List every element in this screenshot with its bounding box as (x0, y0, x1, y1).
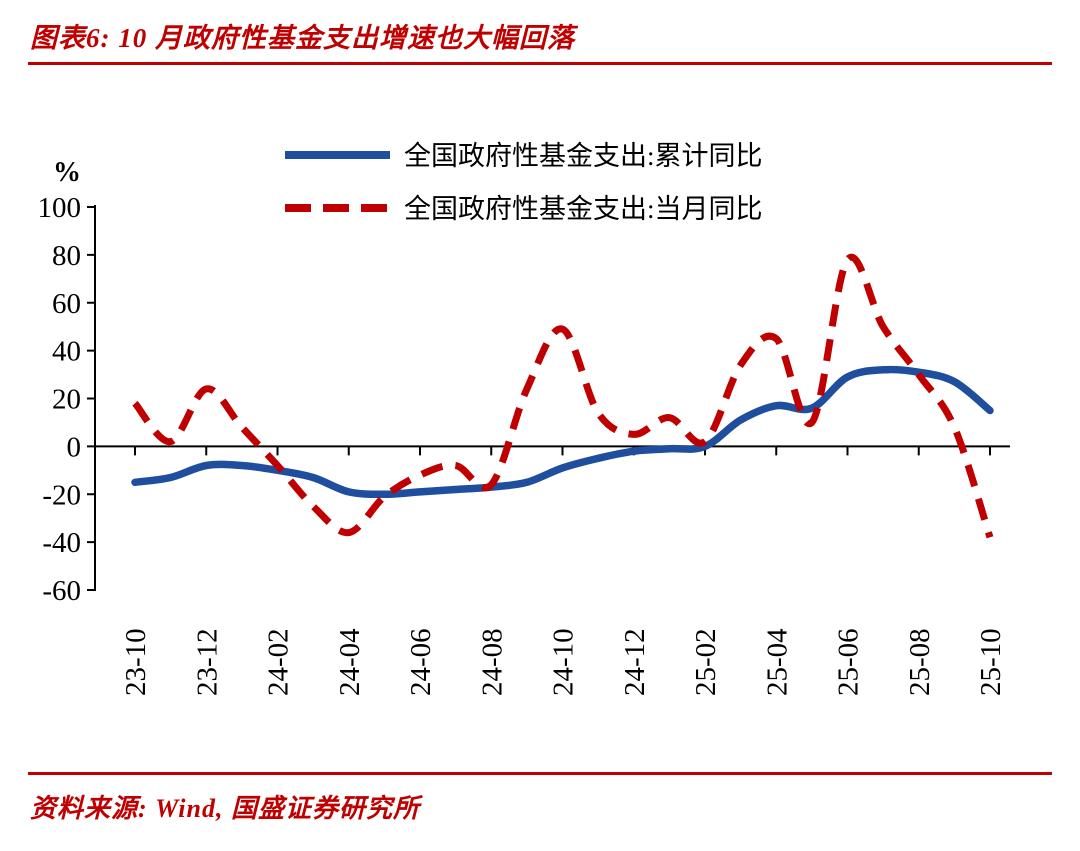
x-tick-label: 25-04 (761, 628, 793, 696)
figure-title: 图表6: 10 月政府性基金支出增速也大幅回落 (30, 23, 575, 53)
x-tick-label: 23-12 (191, 628, 223, 696)
x-tick-label: 25-10 (975, 628, 1007, 696)
y-tick-label: 80 (52, 240, 81, 272)
x-tick-label: 24-04 (334, 628, 366, 696)
series-line-monthly (132, 253, 994, 539)
x-tick-label: 23-10 (120, 628, 152, 696)
y-tick-label: 60 (52, 288, 81, 320)
title-divider (28, 62, 1052, 65)
y-tick-label: 40 (52, 336, 81, 368)
legend-label-monthly: 全国政府性基金支出:当月同比 (404, 194, 763, 224)
footer-divider (28, 772, 1052, 775)
x-tick-label: 24-08 (476, 628, 508, 696)
x-tick-label: 25-02 (690, 628, 722, 696)
x-tick-label: 24-06 (405, 628, 437, 696)
x-tick-label: 24-12 (619, 628, 651, 696)
y-tick-label: 0 (67, 431, 82, 463)
y-tick-label: -40 (42, 527, 81, 559)
x-tick-label: 24-10 (548, 628, 580, 696)
series-line-cumulative (131, 365, 994, 499)
y-axis-unit-label: % (53, 157, 81, 188)
y-tick-label: -60 (42, 575, 81, 607)
x-tick-label: 24-02 (263, 628, 295, 696)
data-source: 资料来源: Wind, 国盛证券研究所 (30, 794, 420, 823)
x-tick-label: 25-08 (904, 628, 936, 696)
y-tick-label: 20 (52, 384, 81, 416)
y-tick-label: 100 (38, 192, 82, 224)
x-tick-label: 25-06 (833, 628, 865, 696)
y-tick-label: -20 (42, 479, 81, 511)
legend-label-cumulative: 全国政府性基金支出:累计同比 (404, 141, 763, 171)
